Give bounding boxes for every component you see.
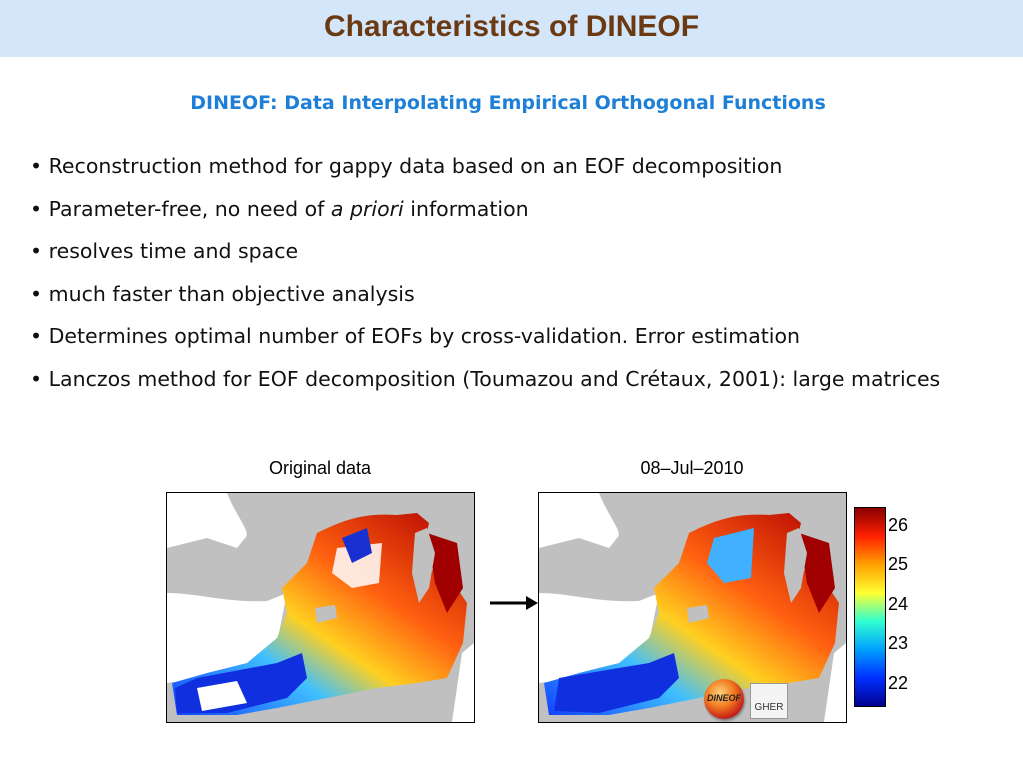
bullet-item: • Parameter-free, no need of a priori in… <box>30 195 995 223</box>
colorbar-tick-label: 24 <box>888 594 909 614</box>
colorbar-tick-label: 26 <box>888 515 909 535</box>
colorbar-tick-label: 22 <box>888 673 909 693</box>
bullet-item: • Lanczos method for EOF decomposition (… <box>30 366 941 391</box>
bullet-item: • Reconstruction method for gappy data b… <box>30 154 783 178</box>
bullet-item: • resolves time and space <box>30 239 299 263</box>
title-bar <box>0 0 1023 57</box>
original-data-map-graphic <box>167 493 474 722</box>
subtitle: DINEOF: Data Interpolating Empirical Ort… <box>190 92 826 114</box>
bullet-text: • Parameter-free, no need of <box>30 196 331 221</box>
right-map-caption: 08–Jul–2010 <box>640 458 744 478</box>
bullet-item: • Determines optimal number of EOFs by c… <box>30 324 801 348</box>
bullet-item: • much faster than objective analysis <box>30 281 415 306</box>
dineof-logo-text: DINEOF <box>706 693 741 703</box>
reconstructed-data-map-graphic <box>539 493 846 722</box>
gher-logo-text: GHER <box>754 702 784 713</box>
left-map-caption: Original data <box>268 458 372 478</box>
reconstructed-data-map <box>538 492 847 723</box>
page-title: Characteristics of DINEOF <box>323 10 700 43</box>
bullet-text: information <box>403 196 529 221</box>
right-arrow-icon <box>490 596 538 610</box>
dineof-logo: DINEOF <box>704 679 744 719</box>
colorbar-tick-label: 25 <box>888 554 909 574</box>
colorbar-tick-label: 23 <box>888 633 909 653</box>
bullet-list: • Reconstruction method for gappy data b… <box>30 152 995 407</box>
gher-logo: GHER <box>750 683 788 719</box>
original-data-map <box>166 492 475 723</box>
colorbar <box>854 507 886 707</box>
bullet-italic-text: a priori <box>330 196 404 221</box>
